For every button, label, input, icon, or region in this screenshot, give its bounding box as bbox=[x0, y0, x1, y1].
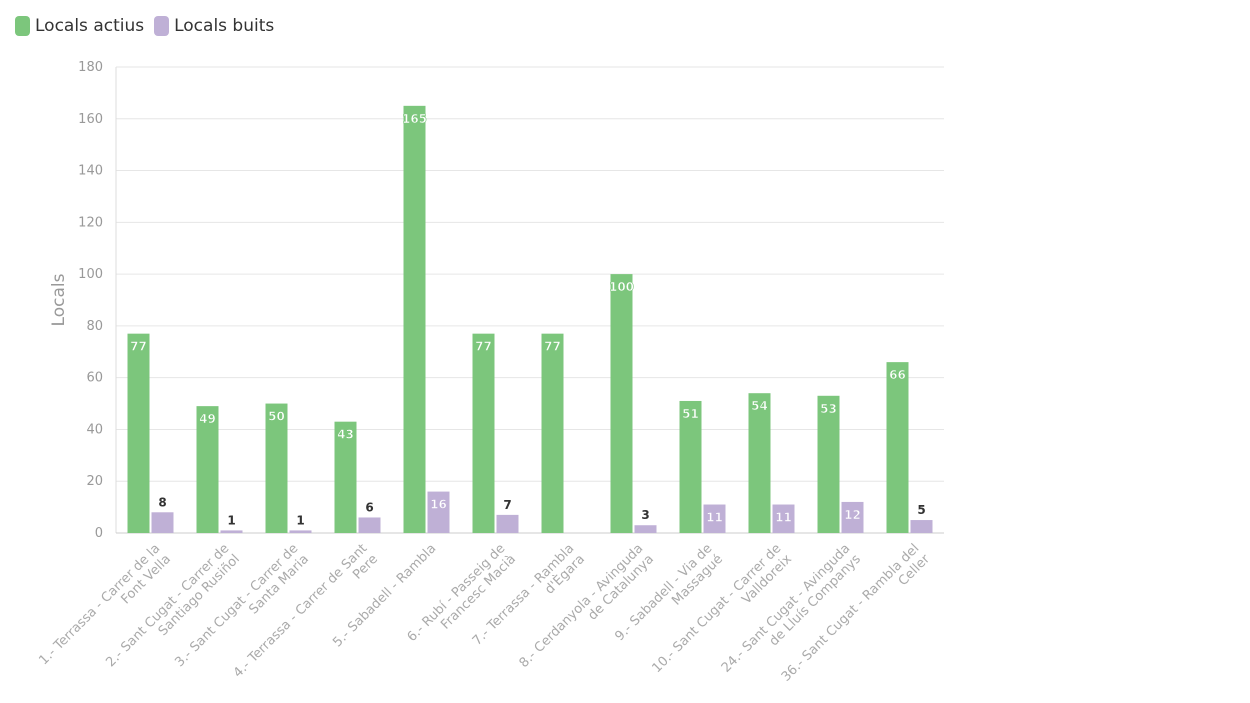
grid-lines bbox=[115, 66, 944, 534]
data-label: 53 bbox=[820, 402, 837, 416]
bar-locals-buits[interactable] bbox=[289, 530, 312, 533]
data-label: 43 bbox=[337, 428, 354, 442]
y-tick-label: 140 bbox=[78, 164, 103, 179]
y-tick-label: 60 bbox=[86, 371, 103, 386]
bars: 7784915014361651677777100351115411531266… bbox=[127, 105, 933, 533]
bar-locals-actius[interactable] bbox=[403, 105, 426, 533]
bar-locals-buits[interactable] bbox=[496, 514, 519, 533]
y-tick-label: 20 bbox=[86, 474, 103, 489]
y-tick-label: 180 bbox=[78, 60, 103, 75]
data-label: 50 bbox=[268, 410, 285, 424]
bar-locals-buits[interactable] bbox=[358, 517, 381, 533]
bar-locals-buits[interactable] bbox=[151, 512, 174, 533]
data-label: 77 bbox=[475, 340, 492, 354]
y-tick-label: 80 bbox=[86, 319, 103, 334]
bar-locals-buits[interactable] bbox=[772, 504, 795, 533]
legend-item-locals-actius[interactable]: Locals actius bbox=[15, 16, 144, 36]
bar-locals-buits[interactable] bbox=[427, 491, 450, 533]
bar-locals-buits[interactable] bbox=[634, 525, 657, 533]
y-tick-label: 120 bbox=[78, 215, 103, 230]
data-label: 16 bbox=[430, 498, 447, 512]
bar-locals-actius[interactable] bbox=[472, 333, 495, 533]
data-label: 11 bbox=[706, 511, 723, 525]
bar-locals-actius[interactable] bbox=[817, 395, 840, 533]
legend-swatch-locals-actius bbox=[15, 16, 30, 36]
bar-locals-actius[interactable] bbox=[679, 400, 702, 533]
data-label: 1 bbox=[227, 513, 235, 527]
bar-locals-buits[interactable] bbox=[910, 520, 933, 533]
y-tick-label: 40 bbox=[86, 422, 103, 437]
data-label: 49 bbox=[199, 412, 216, 426]
legend-label-locals-buits: Locals buits bbox=[174, 16, 275, 36]
y-tick-label: 0 bbox=[95, 526, 103, 541]
legend-item-locals-buits[interactable]: Locals buits bbox=[154, 16, 274, 36]
legend: Locals actius Locals buits bbox=[15, 16, 284, 36]
data-label: 165 bbox=[402, 112, 427, 126]
bar-locals-actius[interactable] bbox=[541, 333, 564, 533]
data-label: 8 bbox=[158, 495, 166, 509]
data-label: 77 bbox=[130, 340, 147, 354]
data-label: 66 bbox=[889, 368, 906, 382]
data-label: 7 bbox=[503, 498, 511, 512]
data-label: 12 bbox=[844, 508, 861, 522]
y-tick-label: 160 bbox=[78, 112, 103, 127]
data-label: 11 bbox=[775, 511, 792, 525]
data-label: 100 bbox=[609, 280, 634, 294]
bar-locals-buits[interactable] bbox=[703, 504, 726, 533]
bar-locals-actius[interactable] bbox=[334, 421, 357, 533]
bar-locals-actius[interactable] bbox=[196, 406, 219, 533]
legend-label-locals-actius: Locals actius bbox=[35, 16, 145, 36]
y-tick-label: 100 bbox=[78, 267, 103, 282]
data-label: 54 bbox=[751, 399, 768, 413]
data-label: 6 bbox=[365, 500, 373, 514]
y-axis-label: Locals bbox=[49, 273, 69, 326]
data-label: 1 bbox=[296, 513, 304, 527]
data-label: 5 bbox=[917, 503, 925, 517]
bar-locals-buits[interactable] bbox=[220, 530, 243, 533]
bar-locals-actius[interactable] bbox=[127, 333, 150, 533]
y-axis: 0 20 40 60 80 100 120 140 160 180 bbox=[78, 60, 103, 541]
bar-locals-actius[interactable] bbox=[610, 274, 633, 533]
bar-locals-actius[interactable] bbox=[748, 393, 771, 533]
x-tick-label-line: 1.- Terrassa - Carrer de la bbox=[36, 541, 163, 668]
bar-locals-actius[interactable] bbox=[886, 362, 909, 533]
bar-locals-actius[interactable] bbox=[265, 403, 288, 533]
legend-swatch-locals-buits bbox=[154, 16, 170, 36]
bar-locals-buits[interactable] bbox=[841, 501, 864, 533]
data-label: 3 bbox=[641, 508, 649, 522]
data-label: 77 bbox=[544, 340, 561, 354]
data-label: 51 bbox=[682, 407, 699, 421]
